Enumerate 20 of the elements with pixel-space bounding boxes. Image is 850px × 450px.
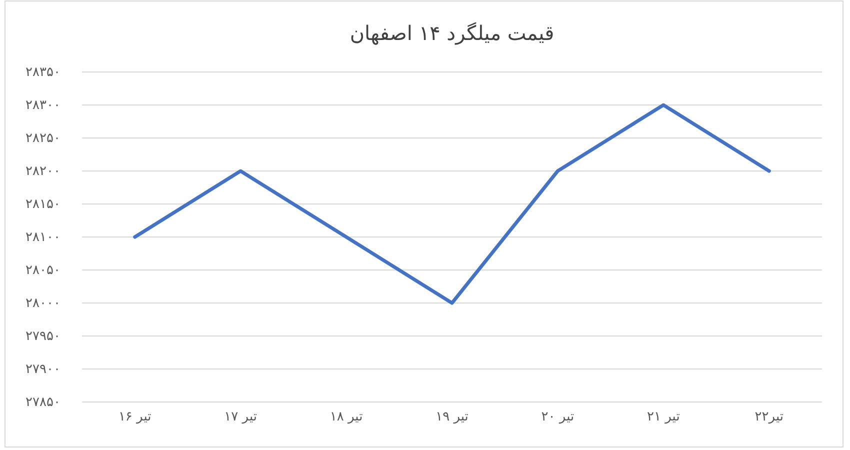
- x-tick-label: تیر ۱۶: [118, 410, 152, 425]
- chart-title: قیمت میلگرد ۱۴ اصفهان: [350, 21, 554, 45]
- x-tick-label: تیر ۲۰: [541, 410, 574, 425]
- line-series: [133, 103, 771, 305]
- y-tick-label: ۲۷۸۵۰: [26, 395, 60, 410]
- x-tick-label: تیر۲۲: [754, 410, 784, 425]
- y-tick-label: ۲۸۰۵۰: [26, 263, 60, 278]
- y-tick-label: ۲۷۹۵۰: [26, 329, 60, 344]
- y-tick-label: ۲۸۲۵۰: [26, 131, 60, 146]
- x-tick-label: تیر ۱۸: [330, 410, 364, 425]
- x-tick-label: تیر ۱۹: [436, 410, 469, 425]
- y-tick-label: ۲۷۹۰۰: [26, 362, 60, 378]
- y-tick-label: ۲۸۰۰۰: [26, 296, 60, 312]
- x-tick-label: تیر ۲۱: [647, 410, 680, 425]
- y-tick-label: ۲۸۳۰۰: [26, 98, 60, 114]
- x-tick-label: تیر ۱۷: [224, 410, 258, 425]
- y-tick-label: ۲۸۲۰۰: [26, 164, 60, 180]
- y-tick-label: ۲۸۱۰۰: [26, 230, 60, 246]
- y-tick-label: ۲۸۱۵۰: [26, 197, 60, 212]
- y-tick-label: ۲۸۳۵۰: [26, 65, 60, 80]
